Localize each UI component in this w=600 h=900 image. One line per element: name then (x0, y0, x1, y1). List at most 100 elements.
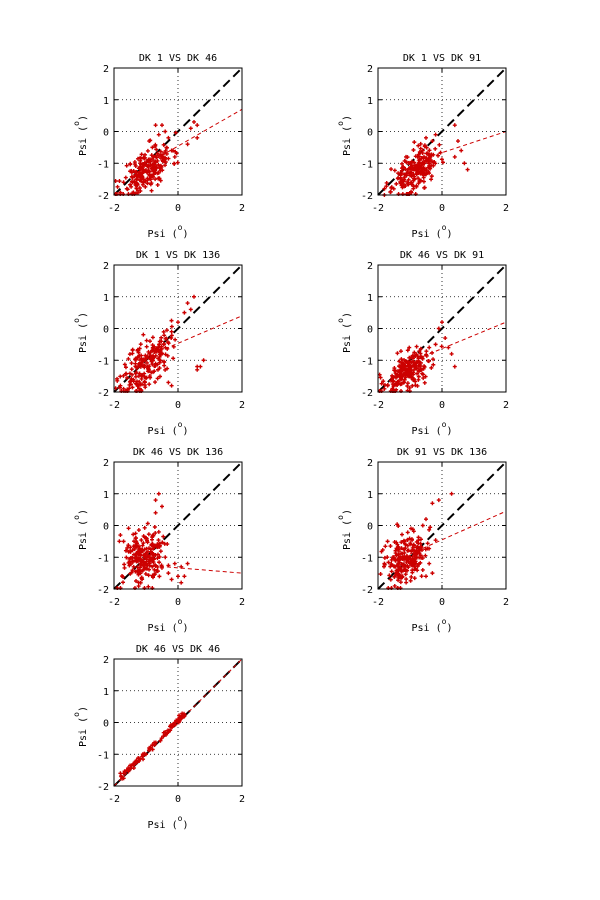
data-point (162, 333, 167, 338)
data-point (148, 177, 153, 182)
data-point (388, 577, 393, 582)
y-tick-label: -2 (97, 388, 109, 399)
data-point (129, 367, 134, 372)
data-point (121, 580, 126, 585)
y-tick-label: 2 (103, 64, 109, 75)
data-point (150, 335, 155, 340)
data-point (172, 161, 177, 166)
data-point (163, 730, 168, 735)
y-tick-label: -1 (361, 356, 373, 367)
data-point (415, 353, 420, 358)
data-point (411, 370, 416, 375)
data-point (421, 179, 426, 184)
data-point (164, 151, 169, 156)
data-point (378, 572, 383, 577)
data-point (420, 567, 425, 572)
data-point (382, 382, 387, 387)
data-point (153, 168, 158, 173)
data-point (418, 346, 423, 351)
data-point (156, 176, 161, 181)
scatter-panel-3: DK 1 VS DK 136 -2 0 2 -2 -1 0 1 2 Psi (o) Psi (o) (72, 250, 245, 437)
data-point (416, 152, 421, 157)
data-point (385, 383, 390, 388)
data-point (384, 184, 389, 189)
data-point (388, 544, 393, 549)
data-point (412, 543, 417, 548)
data-point (182, 574, 187, 579)
x-tick-label: 2 (503, 597, 509, 608)
data-point (411, 147, 416, 152)
data-point (164, 328, 169, 333)
data-point (155, 569, 160, 574)
data-point (155, 556, 160, 561)
data-point (150, 556, 155, 561)
data-point (149, 542, 154, 547)
data-point (446, 345, 451, 350)
data-point (423, 547, 428, 552)
data-point (430, 571, 435, 576)
data-point (137, 371, 142, 376)
data-point (135, 355, 140, 360)
data-point (149, 153, 154, 158)
data-point (400, 373, 405, 378)
data-point (142, 155, 147, 160)
data-point (133, 361, 138, 366)
data-point (426, 157, 431, 162)
data-point (417, 349, 422, 354)
data-point (160, 123, 164, 128)
data-point (420, 166, 425, 171)
data-point (398, 568, 403, 573)
data-point (153, 363, 158, 368)
data-point (418, 367, 423, 372)
y-tick-label: 2 (103, 655, 109, 666)
data-point (131, 761, 136, 766)
data-point (169, 333, 174, 338)
data-point (452, 123, 457, 128)
data-point (406, 177, 411, 182)
data-point (430, 139, 435, 144)
data-point (424, 135, 428, 140)
data-point (150, 343, 155, 348)
data-point (123, 371, 128, 376)
x-tick-label: 2 (239, 794, 245, 805)
data-point (147, 555, 152, 560)
fit-line (145, 564, 243, 574)
data-point (396, 524, 401, 529)
data-point (156, 529, 161, 534)
data-point (409, 180, 414, 185)
data-point (424, 349, 429, 354)
y-tick-label: 1 (367, 293, 373, 304)
data-point (195, 367, 200, 372)
data-point (411, 377, 416, 382)
data-point (156, 132, 161, 137)
data-point (452, 364, 457, 369)
data-point (398, 349, 403, 354)
data-point (430, 501, 435, 506)
data-point (157, 560, 162, 565)
data-point (410, 568, 415, 573)
data-point (127, 371, 132, 376)
data-point (413, 383, 418, 388)
data-point (385, 555, 390, 560)
data-point (201, 358, 206, 363)
data-point (157, 574, 162, 579)
data-point (416, 535, 421, 540)
y-tick-label: -2 (361, 388, 373, 399)
data-point (163, 352, 168, 357)
data-point (396, 171, 401, 176)
data-point (134, 578, 139, 583)
data-point (379, 549, 384, 554)
data-point (169, 318, 174, 323)
data-point (408, 578, 413, 583)
data-point (419, 574, 424, 579)
data-point (155, 362, 160, 367)
data-point (433, 132, 438, 137)
data-point (156, 491, 161, 496)
data-point (402, 380, 407, 385)
data-point (394, 570, 399, 575)
data-point (143, 385, 148, 390)
data-point (159, 344, 164, 349)
data-point (416, 176, 421, 181)
data-point (419, 537, 424, 542)
data-point (383, 544, 388, 549)
